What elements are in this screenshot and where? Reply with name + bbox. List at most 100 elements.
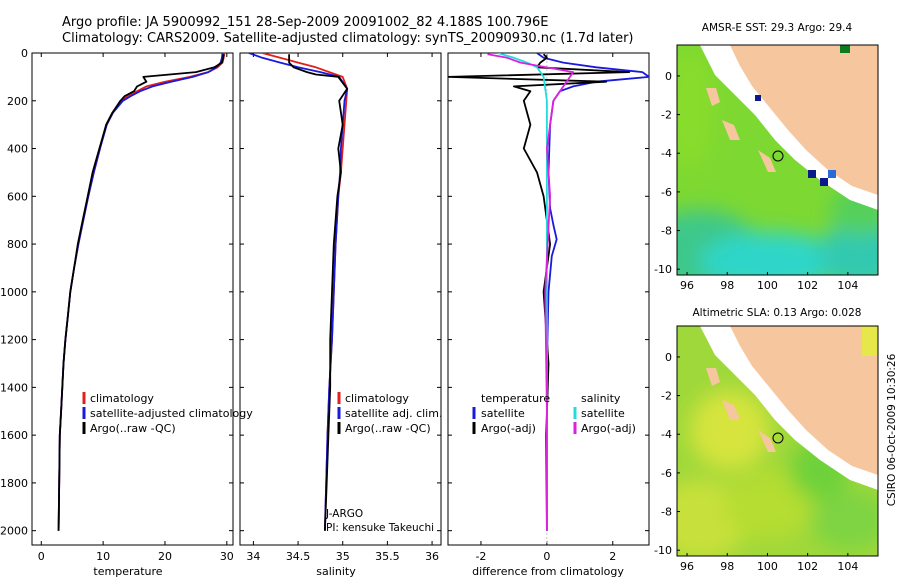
difference-plot-frame [447,52,650,546]
map-y-tick-label: -10 [654,263,672,276]
legend-satellite-label: satellite adj. clim. [345,407,442,420]
y-tick-label: 1000 [0,286,28,299]
salinity-profile-panel: 34 34.5 35 35.5 36 salinity climatology sate… [239,52,442,578]
sst-map-panel: AMSR-E SST: 29.3 Argo: 29.4 96 98 100 102 [654,22,879,292]
map-y-tick-label: -10 [654,544,672,557]
y-tick-label: 1400 [0,381,28,394]
figure-title-line2: Climatology: CARS2009. Satellite-adjuste… [62,31,634,46]
map-x-tick-label: 98 [720,560,734,573]
legend-sal-argo-label: Argo(-adj) [581,422,636,435]
map-x-tick-label: 98 [720,279,734,292]
map-x-tick-label: 100 [757,279,778,292]
legend-sal-satellite-label: satellite [581,407,625,420]
map-x-tick-label: 100 [757,560,778,573]
sumatra-land [730,45,878,195]
island-simeulue [706,88,720,106]
csiro-timestamp: CSIRO 06-Oct-2009 10:30:26 [886,353,898,506]
x-tick-label: 2 [609,550,616,563]
map-y-tick-label: -6 [661,186,672,199]
sla-map-frame [676,325,879,557]
sla-map-panel: Altimetric SLA: 0.13 Argo: 0.028 96 98 100… [654,307,879,573]
legend-climatology-label: climatology [345,392,409,405]
legend-temp-argo-label: Argo(-adj) [481,422,536,435]
map-x-tick-label: 96 [680,560,694,573]
legend-satellite-label: satellite-adjusted climatology [90,407,253,420]
y-tick-label: 600 [7,190,28,203]
temperature-profile-panel: 0 10 20 30 0 200 400 600 800 1000 1200 1400 1600 1800… [0,47,253,578]
map-x-tick-label: 104 [837,560,858,573]
difference-series-line-0 [536,53,649,531]
temperature-series-line-0 [57,53,226,531]
map-y-tick-label: -4 [661,147,672,160]
legend-salinity-header: salinity [581,392,621,405]
x-tick-label: 0 [38,550,45,563]
legend-temperature-header: temperature [481,392,550,405]
salinity-legend: climatology satellite adj. clim. Argo(..… [337,392,442,435]
temperature-series-line-2 [57,54,225,531]
temperature-plot-frame [31,52,234,546]
sumatra-land [730,326,878,475]
map-y-tick-label: -2 [661,390,672,403]
island-siberut [758,430,776,452]
legend-climatology-label: climatology [90,392,154,405]
y-tick-label: 800 [7,238,28,251]
island-nias [722,120,740,140]
y-tick-label: 1600 [0,429,28,442]
island-simeulue [706,368,720,386]
legend-argo-label: Argo(..raw -QC) [345,422,431,435]
salinity-axis-label: salinity [316,565,356,578]
y-tick-label: 0 [21,47,28,60]
map-y-tick-label: -2 [661,109,672,122]
x-tick-label: 0 [543,550,550,563]
difference-series-line-2 [497,53,548,531]
difference-series-line-1 [448,53,631,531]
x-tick-label: 10 [96,550,110,563]
x-tick-label: 36 [425,550,439,563]
x-tick-label: 20 [158,550,172,563]
map-x-tick-label: 102 [797,279,818,292]
map-x-tick-label: 96 [680,279,694,292]
difference-profile-panel: -2 0 2 difference from climatology tempera… [447,52,650,578]
map-y-tick-label: -4 [661,428,672,441]
island-nias [722,400,740,420]
x-tick-label: 34.5 [286,550,311,563]
island-siberut [758,150,776,172]
x-tick-label: 35.5 [375,550,400,563]
y-tick-label: 1800 [0,477,28,490]
x-tick-label: 30 [220,550,234,563]
salinity-plot-frame [239,52,442,546]
principal-investigator-annotation: PI: kensuke Takeuchi [326,522,434,534]
y-tick-label: 2000 [0,525,28,538]
map-x-tick-label: 102 [797,560,818,573]
sla-map-field [677,326,878,556]
temperature-series-line-1 [57,53,224,531]
float-program-annotation: J-ARGO [325,508,363,520]
argo-location-marker [772,150,784,162]
temperature-axis-label: temperature [93,565,162,578]
argo-location-marker [772,432,784,444]
sst-map-field [677,45,878,275]
difference-legend: temperature satellite Argo(-adj) salinit… [472,392,636,435]
sla-map-title: Altimetric SLA: 0.13 Argo: 0.028 [693,307,862,319]
difference-series-line-3 [487,53,575,531]
y-tick-label: 400 [7,143,28,156]
map-y-tick-label: -6 [661,467,672,480]
salinity-series-line-2 [288,54,349,531]
y-tick-label: 1200 [0,334,28,347]
y-tick-label: 200 [7,95,28,108]
map-y-tick-label: 0 [665,351,672,364]
legend-argo-label: Argo(..raw -QC) [90,422,176,435]
map-y-tick-label: -8 [661,506,672,519]
sst-map-title: AMSR-E SST: 29.3 Argo: 29.4 [702,22,853,34]
x-tick-label: -2 [475,550,486,563]
salinity-series-line-1 [248,53,349,531]
x-tick-label: 34 [246,550,260,563]
difference-axis-label: difference from climatology [472,565,624,578]
map-x-tick-label: 104 [837,279,858,292]
map-y-tick-label: -8 [661,225,672,238]
legend-temp-satellite-label: satellite [481,407,525,420]
sst-map-frame [676,44,879,276]
figure-title-line1: Argo profile: JA 5900992_151 28-Sep-2009… [62,15,548,30]
map-y-tick-label: 0 [665,70,672,83]
